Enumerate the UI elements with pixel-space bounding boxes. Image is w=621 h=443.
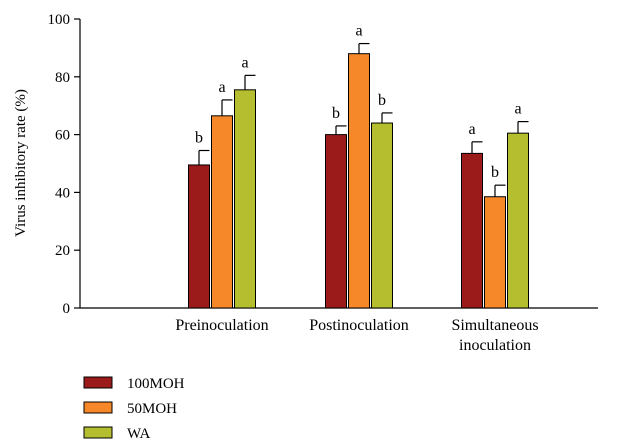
legend-label-wa: WA — [127, 426, 150, 442]
significance-label: a — [218, 79, 225, 96]
significance-label: b — [195, 129, 203, 146]
bar-100moh-0 — [188, 164, 210, 309]
y-tick-label: 20 — [55, 243, 70, 259]
bar-50moh-2 — [484, 196, 506, 309]
legend-swatch-100moh — [83, 376, 113, 389]
significance-label: a — [514, 101, 521, 118]
legend: 100MOH 50MOH WA — [83, 376, 185, 442]
legend-label-100moh: 100MOH — [127, 376, 185, 392]
bar-wa-1 — [371, 122, 393, 309]
y-tick-label: 80 — [55, 70, 70, 86]
significance-label: a — [468, 121, 475, 138]
legend-swatch-50moh — [83, 401, 113, 414]
bar-100moh-1 — [325, 134, 347, 309]
category-label: Preinoculation — [175, 317, 268, 334]
y-ticks: 0 20 40 60 80 100 — [48, 12, 80, 317]
legend-swatch-wa — [83, 426, 113, 439]
bar-wa-0 — [234, 89, 256, 309]
category-label: Simultaneous — [451, 317, 538, 334]
y-tick-label: 40 — [55, 185, 70, 201]
category-labels: Preinoculation Postinoculation Simultaneou… — [175, 317, 538, 354]
y-tick-label: 60 — [55, 128, 70, 144]
y-tick-label: 100 — [48, 12, 71, 28]
legend-label-50moh: 50MOH — [127, 401, 177, 417]
significance-label: a — [241, 54, 248, 71]
bar-50moh-1 — [348, 53, 370, 309]
bar-wa-2 — [507, 132, 529, 309]
significance-label: a — [355, 23, 362, 40]
category-label: Postinoculation — [309, 317, 409, 334]
y-tick-label: 0 — [63, 301, 71, 317]
significance-label: b — [378, 92, 386, 109]
significance-label: b — [491, 164, 499, 181]
category-label: inoculation — [459, 337, 531, 354]
y-axis-title: Virus inhibitory rate (%) — [13, 89, 29, 237]
bar-100moh-2 — [461, 152, 483, 309]
bar-50moh-0 — [211, 115, 233, 309]
significance-label: b — [332, 105, 340, 122]
